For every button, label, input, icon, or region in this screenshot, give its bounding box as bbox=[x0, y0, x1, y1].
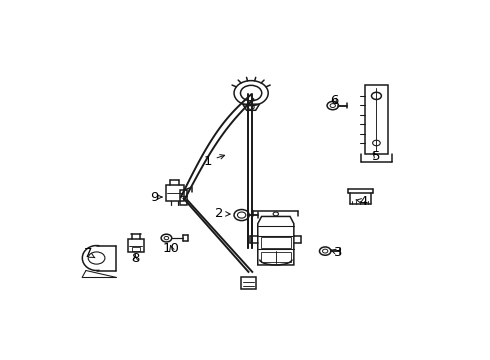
Text: 6: 6 bbox=[330, 94, 339, 107]
Text: 8: 8 bbox=[131, 252, 140, 265]
Text: 2: 2 bbox=[215, 207, 230, 220]
Text: 5: 5 bbox=[372, 150, 381, 163]
Text: 10: 10 bbox=[163, 242, 180, 255]
Bar bbox=[128, 239, 144, 252]
Bar bbox=[241, 278, 256, 288]
Bar bbox=[131, 247, 140, 251]
Bar bbox=[166, 185, 184, 201]
Text: 7: 7 bbox=[84, 247, 95, 260]
Text: 9: 9 bbox=[150, 190, 162, 203]
Text: 3: 3 bbox=[331, 246, 343, 259]
Bar bbox=[365, 85, 388, 154]
Bar bbox=[180, 190, 187, 205]
Text: 1: 1 bbox=[203, 154, 224, 167]
Text: 4: 4 bbox=[356, 195, 368, 208]
